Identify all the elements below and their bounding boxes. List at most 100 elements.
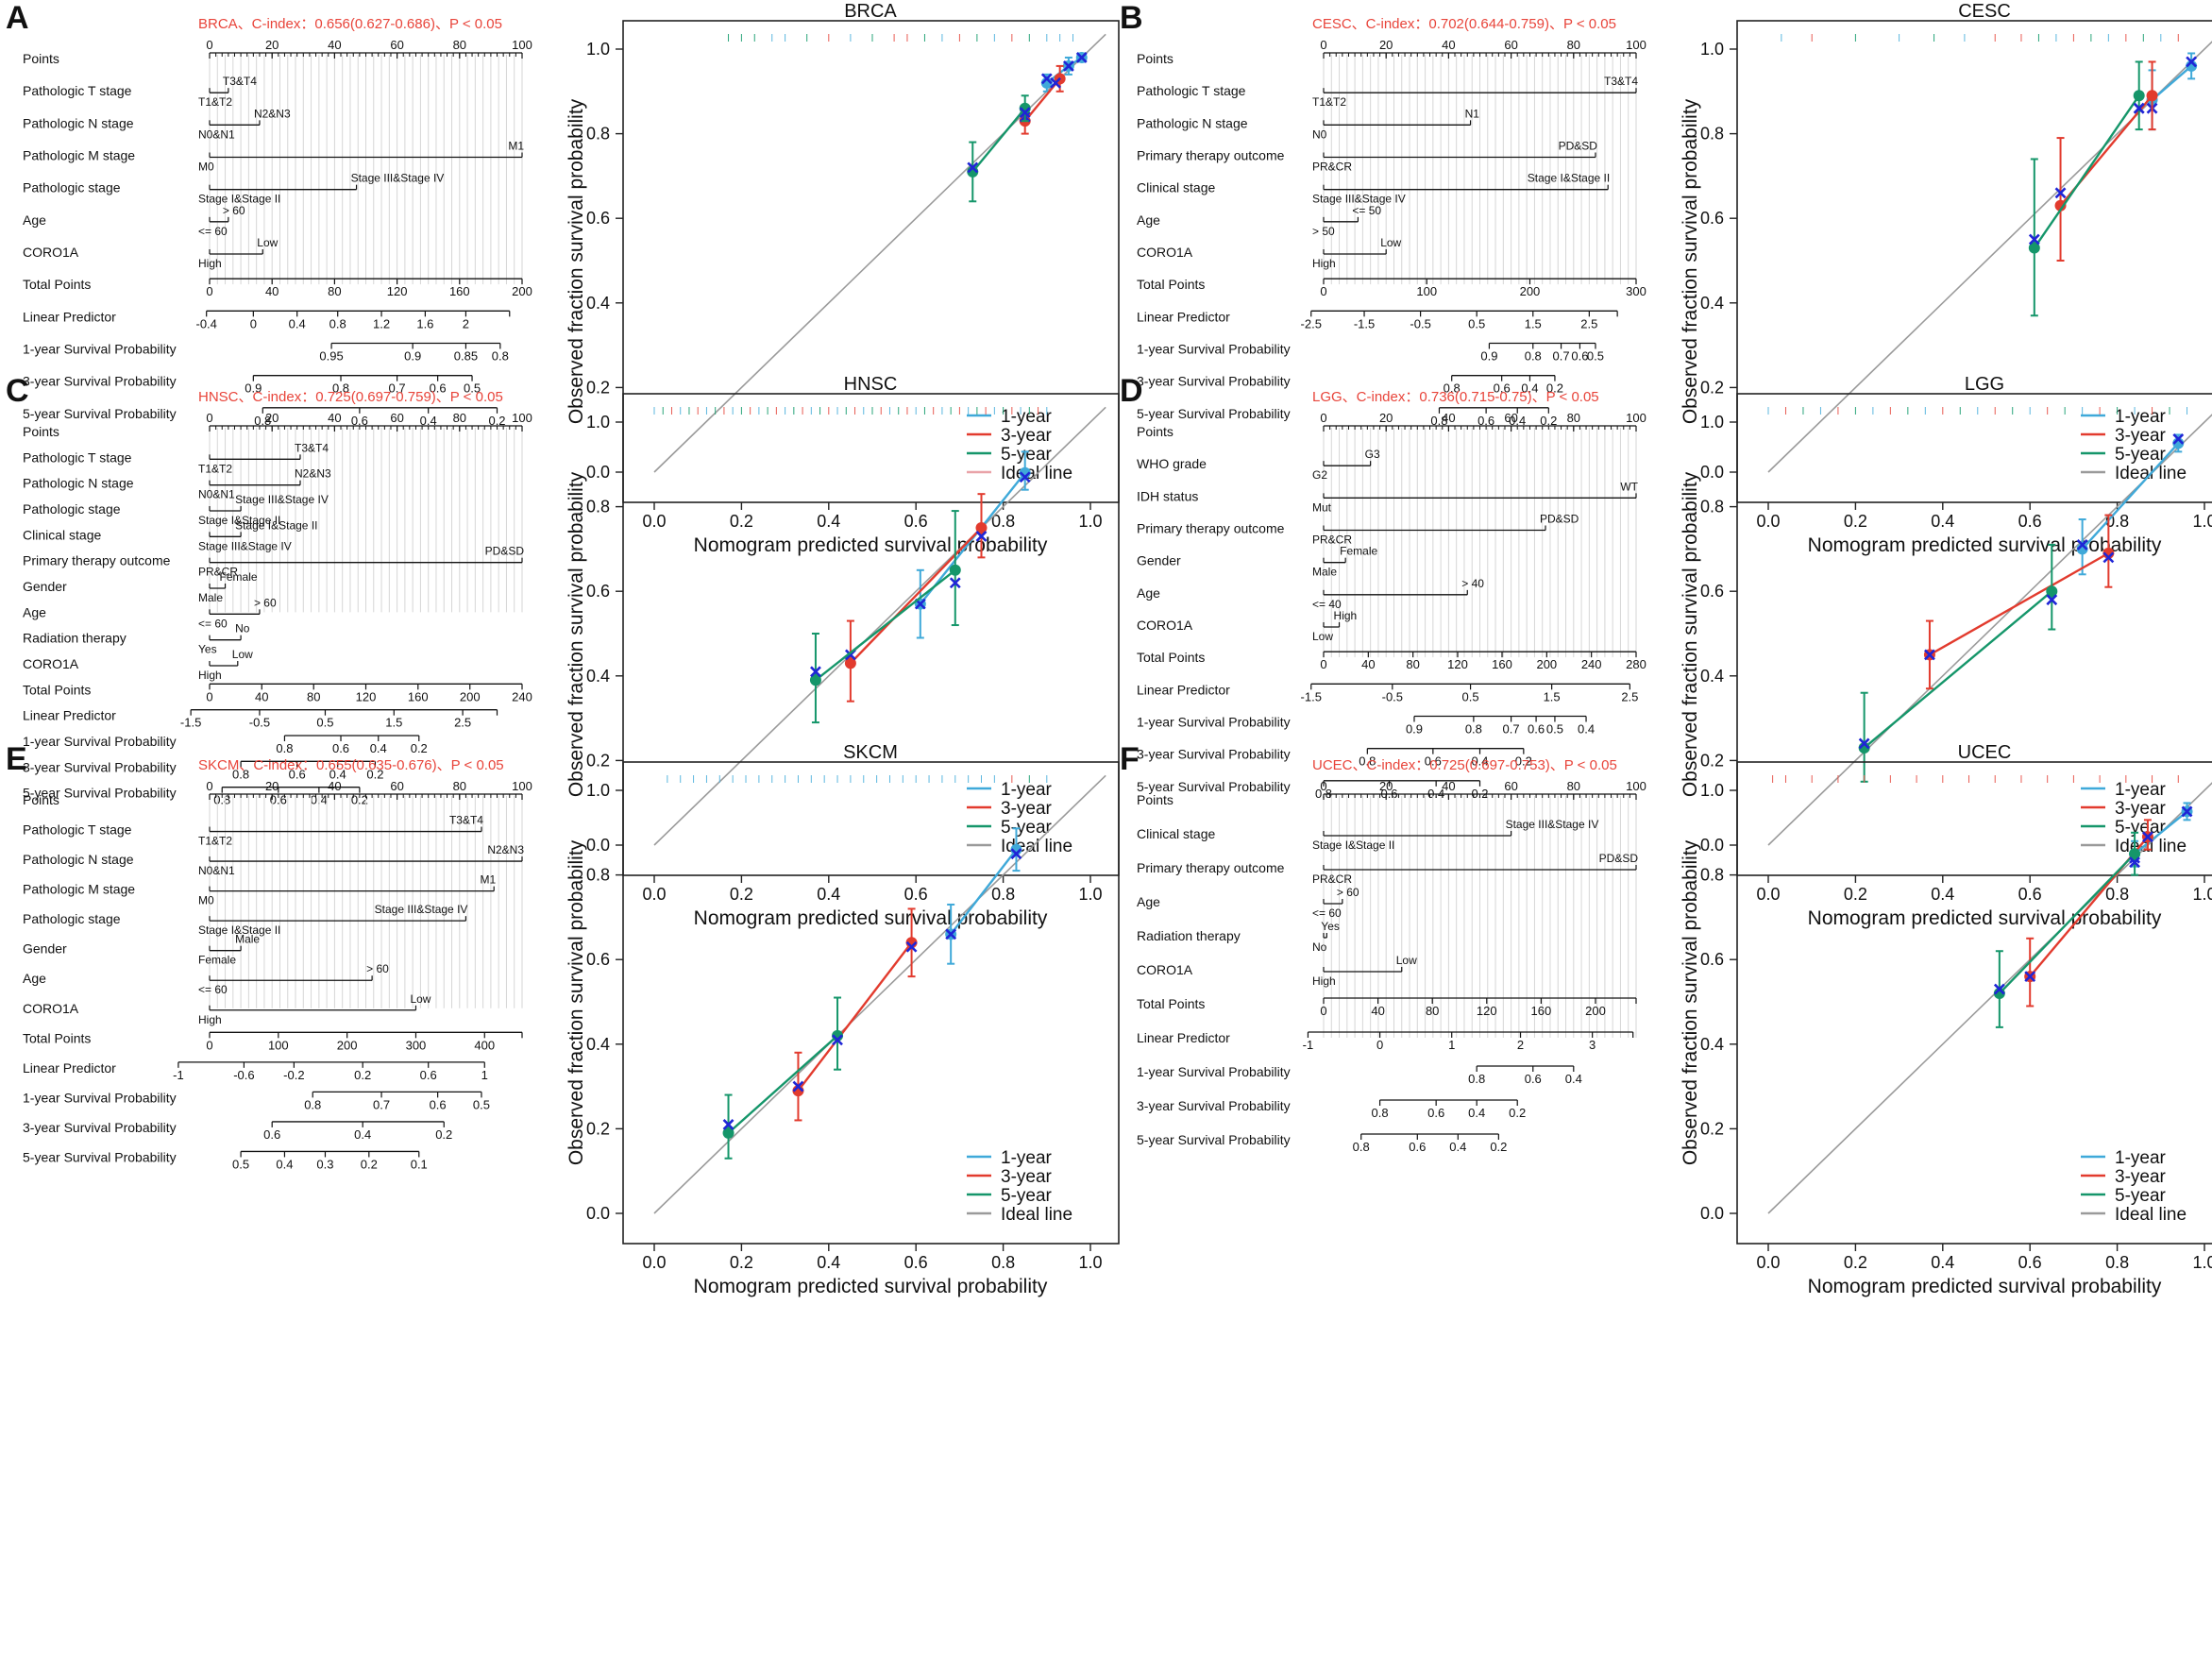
y-tick-label: 0.4 [1700,294,1724,313]
cross-marker [945,928,957,940]
nomogram-level-label: Low [1380,236,1401,249]
nomogram-row-label: Linear Predictor [1137,1030,1230,1045]
nomogram-level-label: M0 [198,894,214,907]
nomogram-tick-label: 80 [453,38,466,52]
nomogram-tick-label: 40 [265,284,279,298]
nomogram-tick-label: 200 [1585,1004,1606,1018]
data-point [2028,242,2040,254]
nomogram-tick-label: 0.5 [1587,349,1604,364]
x-tick-label: 0.6 [2018,885,2042,904]
nomogram-level-label: Male [1312,566,1337,579]
nomogram-tick-label: 0.5 [1468,316,1485,330]
nomogram-level-label: Stage I&Stage II [198,923,280,937]
y-tick-label: 0.0 [1700,463,1724,482]
nomogram-tick-label: -1.5 [180,716,201,730]
series-5-year [2028,60,2145,317]
nomogram-tick-label: 0.2 [488,414,505,428]
nomogram-tick-label: 60 [390,779,403,793]
nomogram-tick-label: 0.7 [1503,722,1520,737]
ideal-line [1767,41,2212,473]
nomogram-row-label: Linear Predictor [23,1060,116,1076]
cross-marker [905,940,918,953]
series-line [2081,442,2180,551]
nomogram-level-label: M1 [481,873,497,887]
y-tick-label: 0.6 [586,209,610,228]
nomogram-tick-label: 100 [1416,284,1437,298]
panel-a: A BRCA、C-index：0.656(0.627-0.686)、P < 0.0… [6,0,1120,556]
cross-marker [2133,102,2145,114]
legend-label: Ideal line [1001,1205,1072,1225]
legend-label: 1-year [1001,407,1053,427]
nomogram-row-label: Primary therapy outcome [1137,860,1285,875]
nomogram-tick-label: 0.5 [1462,689,1479,703]
nomogram-tick-label: -2.5 [1301,316,1322,330]
y-tick-label: 0.8 [586,498,610,517]
nomogram-tick-label: 0.6 [270,793,287,807]
nomogram-level-label: <= 50 [1352,204,1381,217]
nomogram-row-label: 1-year Survival Probability [1137,342,1291,357]
nomogram-tick-label: 0.4 [276,1157,293,1171]
series-line [815,568,956,682]
panel-letter: C [6,373,29,409]
nomogram-tick-label: 0.5 [316,716,333,730]
y-tick-label: 0.0 [586,1204,610,1223]
nomogram-tick-label: 0.2 [1471,787,1488,801]
nomogram-level-label: T1&T2 [198,462,232,475]
nomogram: Points 0 20 40 60 80 100 Pathologic T stage T3&T… [1137,38,1646,428]
cross-marker [2024,971,2036,983]
y-tick-label: 0.8 [1700,866,1724,885]
y-tick-label: 0.4 [1700,1035,1724,1054]
nomogram-tick-label: -0.4 [195,316,216,330]
series-1-year [1040,51,1088,93]
nomogram-row-label: Age [1137,894,1160,909]
nomogram-tick-label: 2.5 [1621,689,1638,703]
cross-marker [722,1119,735,1130]
nomogram-level-label: > 60 [1337,886,1359,899]
nomogram-tick-label: 160 [449,284,470,298]
nomogram-tick-label: 300 [406,1038,427,1052]
nomogram-tick-label: 0.2 [1490,1140,1507,1154]
nomogram-tick-label: 60 [1504,779,1517,793]
nomogram-tick-label: 0.4 [329,767,346,781]
nomogram-tick-label: 200 [337,1038,358,1052]
nomogram-row-label: Pathologic stage [23,180,121,195]
nomogram-tick-label: 0.6 [430,381,447,396]
nomogram-level-label: T1&T2 [198,835,232,848]
nomogram-tick-label: 40 [328,779,341,793]
nomogram-tick-label: 0.6 [430,1097,447,1111]
nomogram-tick-label: 1.5 [385,716,402,730]
nomogram-tick-label: 3 [1589,1038,1596,1052]
nomogram-row-label: Radiation therapy [1137,928,1241,943]
series-line [2033,94,2140,249]
nomogram-row-label: CORO1A [23,245,79,260]
y-axis-label: Observed fraction survival probability [1680,839,1701,1165]
nomogram-tick-label: 1.6 [416,316,433,330]
cross-marker [1019,107,1031,119]
x-tick-label: 1.0 [2192,512,2212,531]
nomogram-tick-label: 0 [1320,38,1326,52]
data-point [975,522,988,534]
nomogram-tick-label: 60 [1504,38,1517,52]
nomogram-row-label: Gender [23,941,67,957]
panel-c: C HNSC、C-index：0.725(0.697-0.759)、P < 0.0… [6,373,1120,929]
nomogram-level-label: N2&N3 [295,467,331,481]
y-tick-label: 0.0 [586,836,610,855]
nomogram-tick-label: 0.6 [1425,754,1442,769]
calibration-plot: HNSC 0.0 0.0 0.2 0.2 0.4 0.4 0.6 0.6 0.8 0.8 1.0 1.0… [566,374,1120,929]
legend-label: 3-year [1001,1167,1053,1187]
x-tick-label: 0.2 [730,512,753,531]
nomogram-tick-label: 200 [1520,284,1541,298]
nomogram-tick-label: 60 [1504,411,1517,425]
plot-title: CESC [1958,1,2011,22]
nomogram-tick-label: 100 [1626,411,1646,425]
nomogram-row-label: Total Points [1137,277,1205,292]
panel-letter: F [1120,741,1140,777]
nomogram-tick-label: 0.8 [1430,414,1447,428]
nomogram-tick-label: 0.2 [351,793,368,807]
plot-frame [1736,761,2212,1245]
y-tick-label: 0.6 [586,582,610,601]
nomogram-tick-label: 0.4 [354,1127,371,1142]
nomogram-row-label: Pathologic N stage [23,852,134,867]
nomogram-level-label: > 60 [254,596,277,609]
cross-marker [2172,433,2185,445]
